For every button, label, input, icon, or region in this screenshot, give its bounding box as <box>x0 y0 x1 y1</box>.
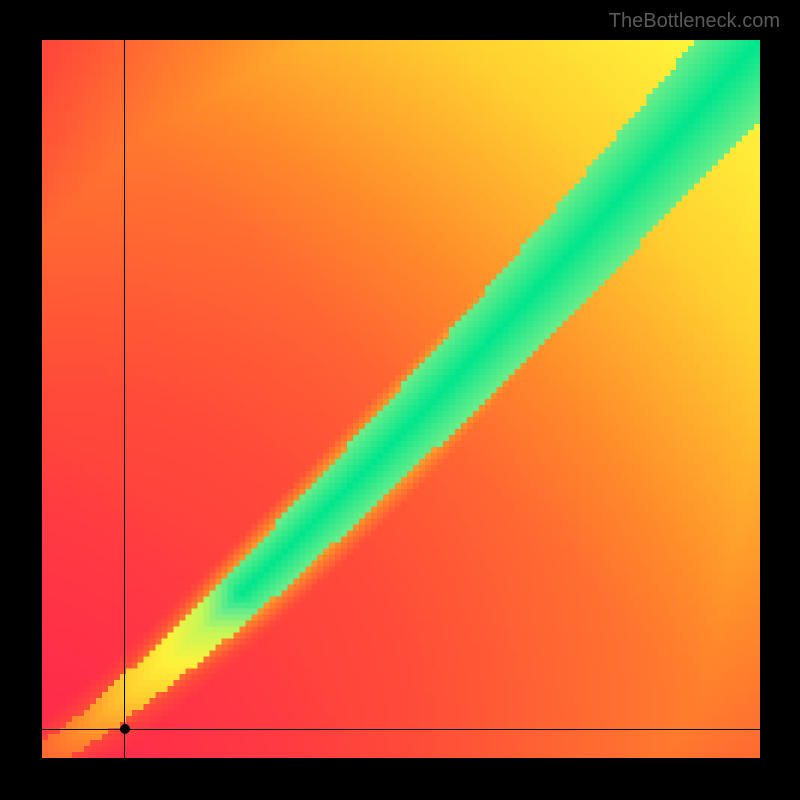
watermark-text: TheBottleneck.com <box>609 10 780 33</box>
heatmap-canvas <box>42 40 760 758</box>
heatmap-plot <box>42 40 760 758</box>
crosshair-marker-dot <box>120 724 130 734</box>
crosshair-vertical <box>124 40 125 758</box>
crosshair-horizontal <box>42 729 760 730</box>
